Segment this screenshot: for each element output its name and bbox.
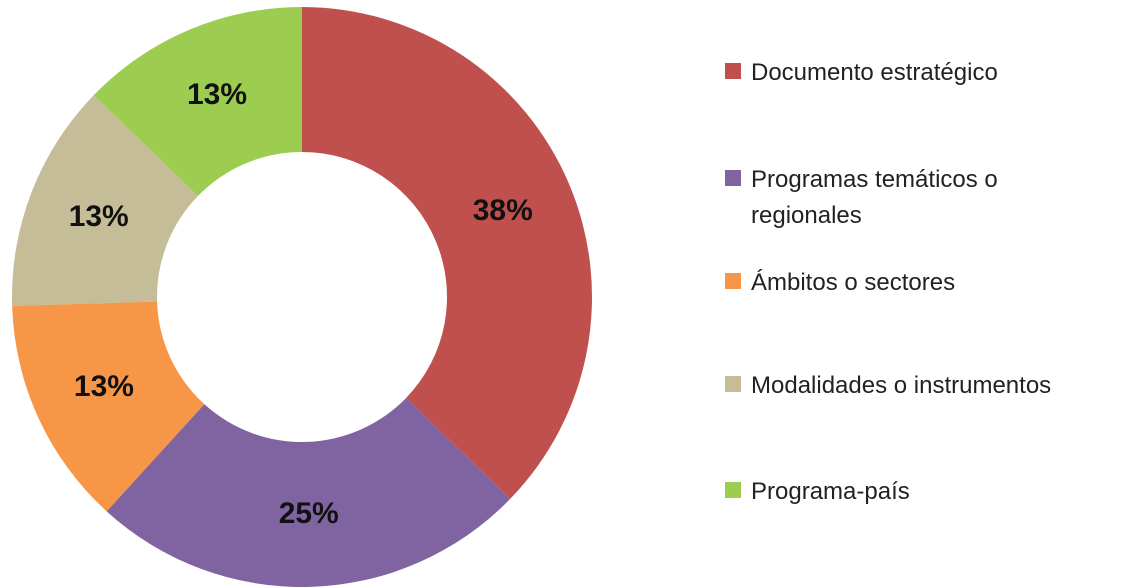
legend-item: Documento estratégico [725,55,998,91]
slice [12,301,205,512]
data-label: 38% [473,194,533,227]
legend-item: Ámbitos o sectores [725,265,955,301]
legend-label: Programa-país [751,478,910,505]
data-label: 13% [69,200,129,233]
legend-label: Documento estratégico [751,59,998,86]
legend-label: Programas temáticos o regionales [751,166,998,229]
legend-label: Modalidades o instrumentos [751,372,1052,399]
slice [302,7,592,499]
slice [11,95,198,306]
legend-swatch [725,63,741,79]
legend-swatch [725,273,741,289]
legend-swatch [725,376,741,392]
legend-item: Programa-país [725,474,910,510]
slice [93,7,302,197]
legend-swatch [725,170,741,186]
legend-swatch [725,482,741,498]
data-label: 13% [74,370,134,403]
legend-item: Programas temáticos o regionales [725,162,1101,234]
data-label: 25% [279,497,339,530]
data-label: 13% [187,78,247,111]
legend-label: Ámbitos o sectores [751,269,956,296]
legend-item: Modalidades o instrumentos [725,368,1051,404]
slice [106,397,511,587]
chart: 38% 25% 13% 13% 13% [11,7,592,587]
